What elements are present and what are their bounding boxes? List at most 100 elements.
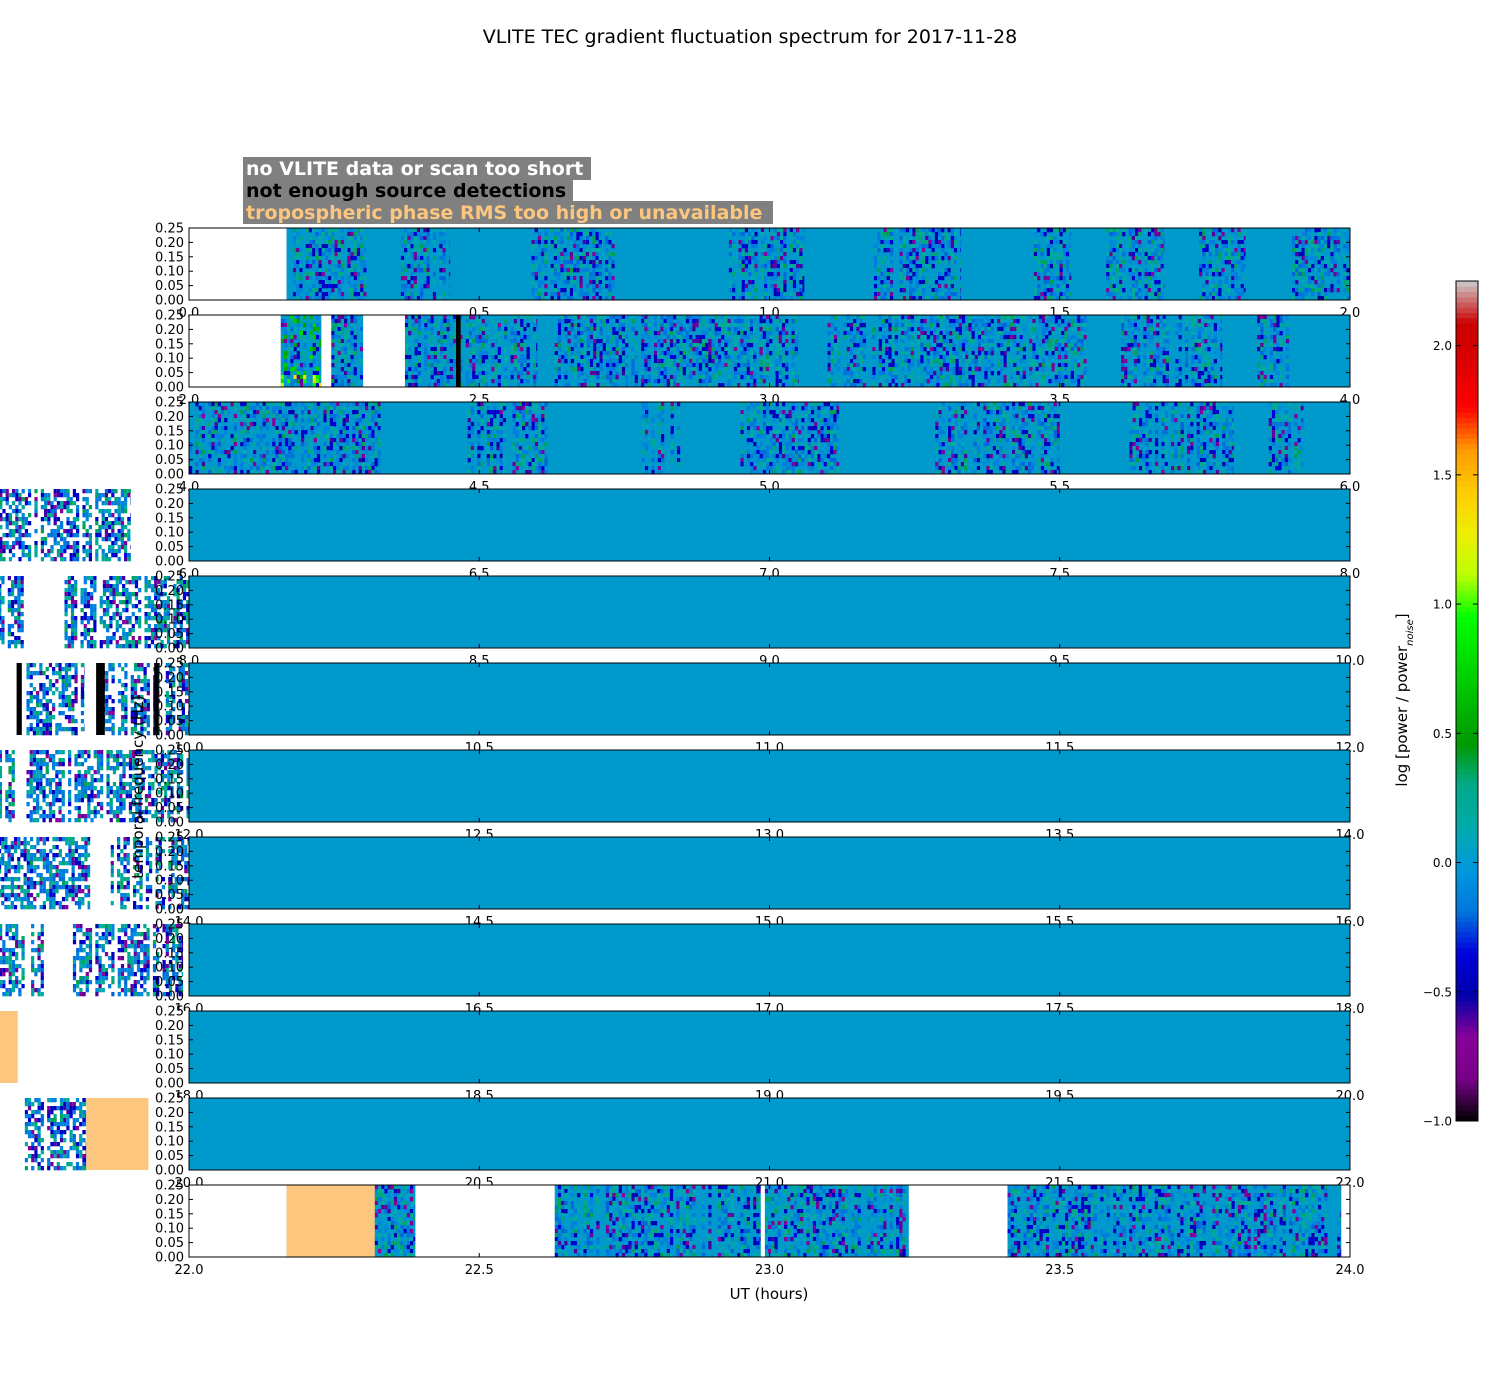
- spectrum-cell: [230, 434, 234, 439]
- spectrum-cell: [901, 383, 905, 388]
- spectrum-cell: [1109, 252, 1113, 257]
- spectrum-cell: [566, 296, 570, 301]
- spectrum-cell: [449, 363, 453, 368]
- spectrum-cell: [404, 228, 408, 233]
- spectrum-cell: [1130, 339, 1134, 344]
- spectrum-cell: [1185, 355, 1189, 360]
- spectrum-cell: [424, 315, 428, 320]
- spectrum-cell: [1121, 315, 1125, 320]
- spectrum-cell: [560, 288, 564, 293]
- spectrum-cell: [1059, 244, 1063, 249]
- spectrum-cell: [1051, 339, 1055, 344]
- spectrum-cell: [1160, 284, 1164, 289]
- spectrum-cell: [605, 248, 609, 253]
- spectrum-cell: [577, 347, 581, 352]
- spectrum-cell: [917, 343, 921, 348]
- spectrum-cell: [233, 406, 237, 411]
- spectrum-cell: [921, 248, 926, 253]
- spectrum-cell: [468, 335, 473, 340]
- spectrum-cell: [891, 379, 895, 384]
- spectrum-cell: [1073, 319, 1078, 324]
- spectrum-cell: [1205, 276, 1209, 281]
- spectrum-cell: [413, 232, 417, 237]
- spectrum-cell: [201, 450, 205, 455]
- spectrum-cell: [625, 371, 629, 376]
- spectrum-cell: [773, 256, 777, 261]
- spectrum-cell: [544, 240, 548, 245]
- spectrum-cell: [326, 410, 330, 415]
- spectrum-cell: [902, 276, 906, 281]
- spectrum-cell: [580, 339, 584, 344]
- spectrum-cell: [796, 228, 800, 233]
- spectrum-cell: [1051, 379, 1055, 384]
- spectrum-cell: [910, 351, 914, 356]
- spectrum-cell: [243, 430, 247, 435]
- spectrum-cell: [331, 236, 335, 241]
- spectrum-cell: [334, 276, 338, 281]
- spectrum-cell: [862, 367, 866, 372]
- spectrum-cell: [888, 347, 892, 352]
- spectrum-cell: [1013, 343, 1017, 348]
- spectrum-cell: [947, 296, 951, 301]
- spectrum-cell: [737, 375, 741, 380]
- spectrum-cell: [925, 232, 929, 237]
- spectrum-cell: [407, 276, 411, 281]
- spectrum-cell: [531, 272, 535, 277]
- spectrum-cell: [971, 319, 975, 324]
- spectrum-cell: [253, 406, 257, 411]
- spectrum-cell: [1019, 375, 1023, 380]
- spectrum-cell: [939, 355, 943, 360]
- spectrum-cell: [198, 446, 202, 451]
- spectrum-cell: [881, 371, 886, 376]
- spectrum-cell: [737, 371, 741, 376]
- spectrum-cell: [1240, 244, 1244, 249]
- spectrum-cell: [576, 248, 580, 253]
- spectrum-cell: [246, 422, 250, 427]
- spectrum-cell: [337, 256, 341, 261]
- spectrum-cell: [299, 260, 303, 265]
- spectrum-cell: [553, 264, 558, 269]
- spectrum-cell: [217, 414, 221, 419]
- spectrum-cell: [909, 244, 913, 249]
- spectrum-cell: [625, 315, 629, 320]
- spectrum-cell: [1197, 379, 1201, 384]
- spectrum-cell: [347, 363, 351, 368]
- spectrum-cell: [497, 359, 501, 364]
- spectrum-cell: [570, 327, 574, 332]
- spectrum-cell: [452, 363, 457, 368]
- spectrum-cell: [1330, 288, 1334, 293]
- spectrum-cell: [765, 343, 770, 348]
- spectrum-cell: [436, 355, 441, 360]
- spectrum-cell: [708, 355, 712, 360]
- spectrum-cell: [990, 315, 994, 320]
- spectrum-cell: [1037, 284, 1041, 289]
- spectrum-cell: [195, 434, 199, 439]
- spectrum-cell: [1298, 252, 1302, 257]
- spectrum-cell: [947, 228, 951, 233]
- spectrum-cell: [797, 351, 799, 356]
- spectrum-cell: [965, 367, 969, 372]
- spectrum-cell: [1304, 228, 1308, 233]
- spectrum-cell: [1314, 244, 1318, 249]
- spectrum-cell: [641, 347, 645, 352]
- spectrum-cell: [443, 347, 447, 352]
- spectrum-cell: [292, 240, 297, 245]
- spectrum-cell: [1197, 359, 1201, 364]
- spectrum-cell: [1154, 236, 1158, 241]
- spectrum-cell: [984, 315, 988, 320]
- spectrum-cell: [880, 244, 884, 249]
- spectrum-cell: [910, 347, 914, 352]
- spectrum-cell: [1118, 284, 1123, 289]
- spectrum-cell: [1279, 331, 1283, 336]
- spectrum-cell: [1073, 363, 1078, 368]
- spectrum-cell: [912, 260, 916, 265]
- spectrum-cell: [340, 351, 345, 356]
- spectrum-cell: [749, 375, 754, 380]
- spectrum-cell: [1215, 252, 1219, 257]
- spectrum-cell: [1317, 284, 1321, 289]
- spectrum-cell: [1276, 371, 1280, 376]
- spectrum-cell: [582, 260, 586, 265]
- spectrum-cell: [1330, 248, 1334, 253]
- spectrum-cell: [291, 426, 295, 431]
- spectrum-cell: [781, 347, 786, 352]
